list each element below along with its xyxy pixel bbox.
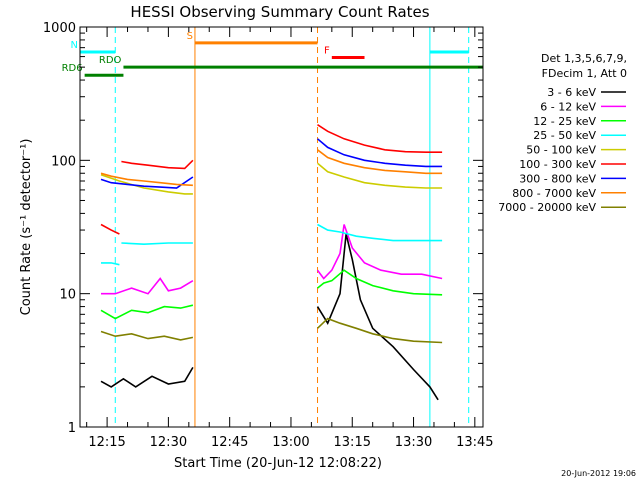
legend-label-2: 6 - 12 keV bbox=[540, 100, 596, 113]
legend-label-6: 100 - 300 keV bbox=[519, 158, 596, 171]
series-5-segment-2 bbox=[316, 162, 443, 189]
flag-label-s: S bbox=[187, 31, 193, 42]
x-axis-label: Start Time (20-Jun-12 12:08:22) bbox=[174, 456, 382, 471]
y-tick-label: 10 bbox=[59, 288, 76, 303]
series-7-segment-2 bbox=[316, 138, 443, 168]
legend-label-4: 25 - 50 keV bbox=[533, 129, 596, 142]
series-1-segment-1 bbox=[100, 366, 194, 388]
series-6-segment-1 bbox=[100, 223, 120, 235]
legend-label-3: 12 - 25 keV bbox=[533, 115, 596, 128]
x-tick-label: 13:45 bbox=[456, 435, 493, 450]
plot-frame bbox=[79, 26, 484, 428]
y-axis-label: Count Rate (s⁻¹ detector⁻¹) bbox=[19, 139, 34, 316]
x-tick-label: 12:45 bbox=[211, 435, 248, 450]
series-6-segment-3 bbox=[317, 124, 443, 153]
flag-label-f: F bbox=[324, 46, 330, 57]
legend-header-line-1: Det 1,3,5,6,7,9, bbox=[541, 52, 627, 65]
series-8-segment-2 bbox=[317, 149, 443, 175]
flag-label-rdo: RDO bbox=[99, 55, 122, 66]
series-3-segment-1 bbox=[100, 304, 194, 320]
x-tick-label: 13:00 bbox=[272, 435, 309, 450]
series-9-segment-1 bbox=[100, 330, 194, 341]
series-4-segment-3 bbox=[317, 223, 443, 242]
legend-label-9: 7000 - 20000 keV bbox=[498, 201, 596, 214]
x-tick-label: 12:30 bbox=[150, 435, 187, 450]
legend-label-1: 3 - 6 keV bbox=[547, 86, 596, 99]
legend-label-8: 800 - 7000 keV bbox=[512, 187, 596, 200]
x-tick-label: 13:15 bbox=[334, 435, 371, 450]
y-tick-label: 100 bbox=[51, 154, 76, 169]
x-tick-label: 13:30 bbox=[395, 435, 432, 450]
y-tick-label: 1 bbox=[68, 421, 76, 436]
chart-title: HESSI Observing Summary Count Rates bbox=[130, 3, 429, 21]
legend-header-line-2: FDecim 1, Att 0 bbox=[542, 67, 627, 80]
footer-timestamp: 20-Jun-2012 19:06 bbox=[561, 469, 636, 478]
series-6-segment-2 bbox=[121, 159, 194, 170]
legend-label-7: 300 - 800 keV bbox=[519, 172, 596, 185]
series-8-segment-1 bbox=[100, 172, 193, 187]
series-2-segment-2 bbox=[316, 224, 443, 280]
series-9-segment-2 bbox=[316, 317, 443, 344]
x-tick-label: 12:15 bbox=[88, 435, 125, 450]
series-5-segment-1 bbox=[100, 173, 193, 195]
series-3-segment-2 bbox=[316, 269, 443, 296]
plot-area: N S F RDO RD6 bbox=[62, 27, 483, 427]
series-7-segment-1 bbox=[100, 176, 194, 189]
series-4-segment-1 bbox=[101, 262, 120, 266]
legend: Det 1,3,5,6,7,9, FDecim 1, Att 0 3 - 6 k… bbox=[498, 52, 627, 214]
flag-label-n: N bbox=[71, 40, 78, 51]
flag-label-rd6: RD6 bbox=[62, 63, 83, 74]
y-tick-label: 1000 bbox=[43, 21, 76, 36]
series-1-segment-2 bbox=[316, 233, 439, 401]
series-2-segment-1 bbox=[101, 277, 194, 295]
axes: 1 10 100 1000 12:15 12:30 12:45 13:00 13:15 13:30… bbox=[43, 21, 494, 450]
series-4-segment-2 bbox=[121, 242, 193, 246]
legend-label-5: 50 - 100 keV bbox=[526, 144, 596, 157]
